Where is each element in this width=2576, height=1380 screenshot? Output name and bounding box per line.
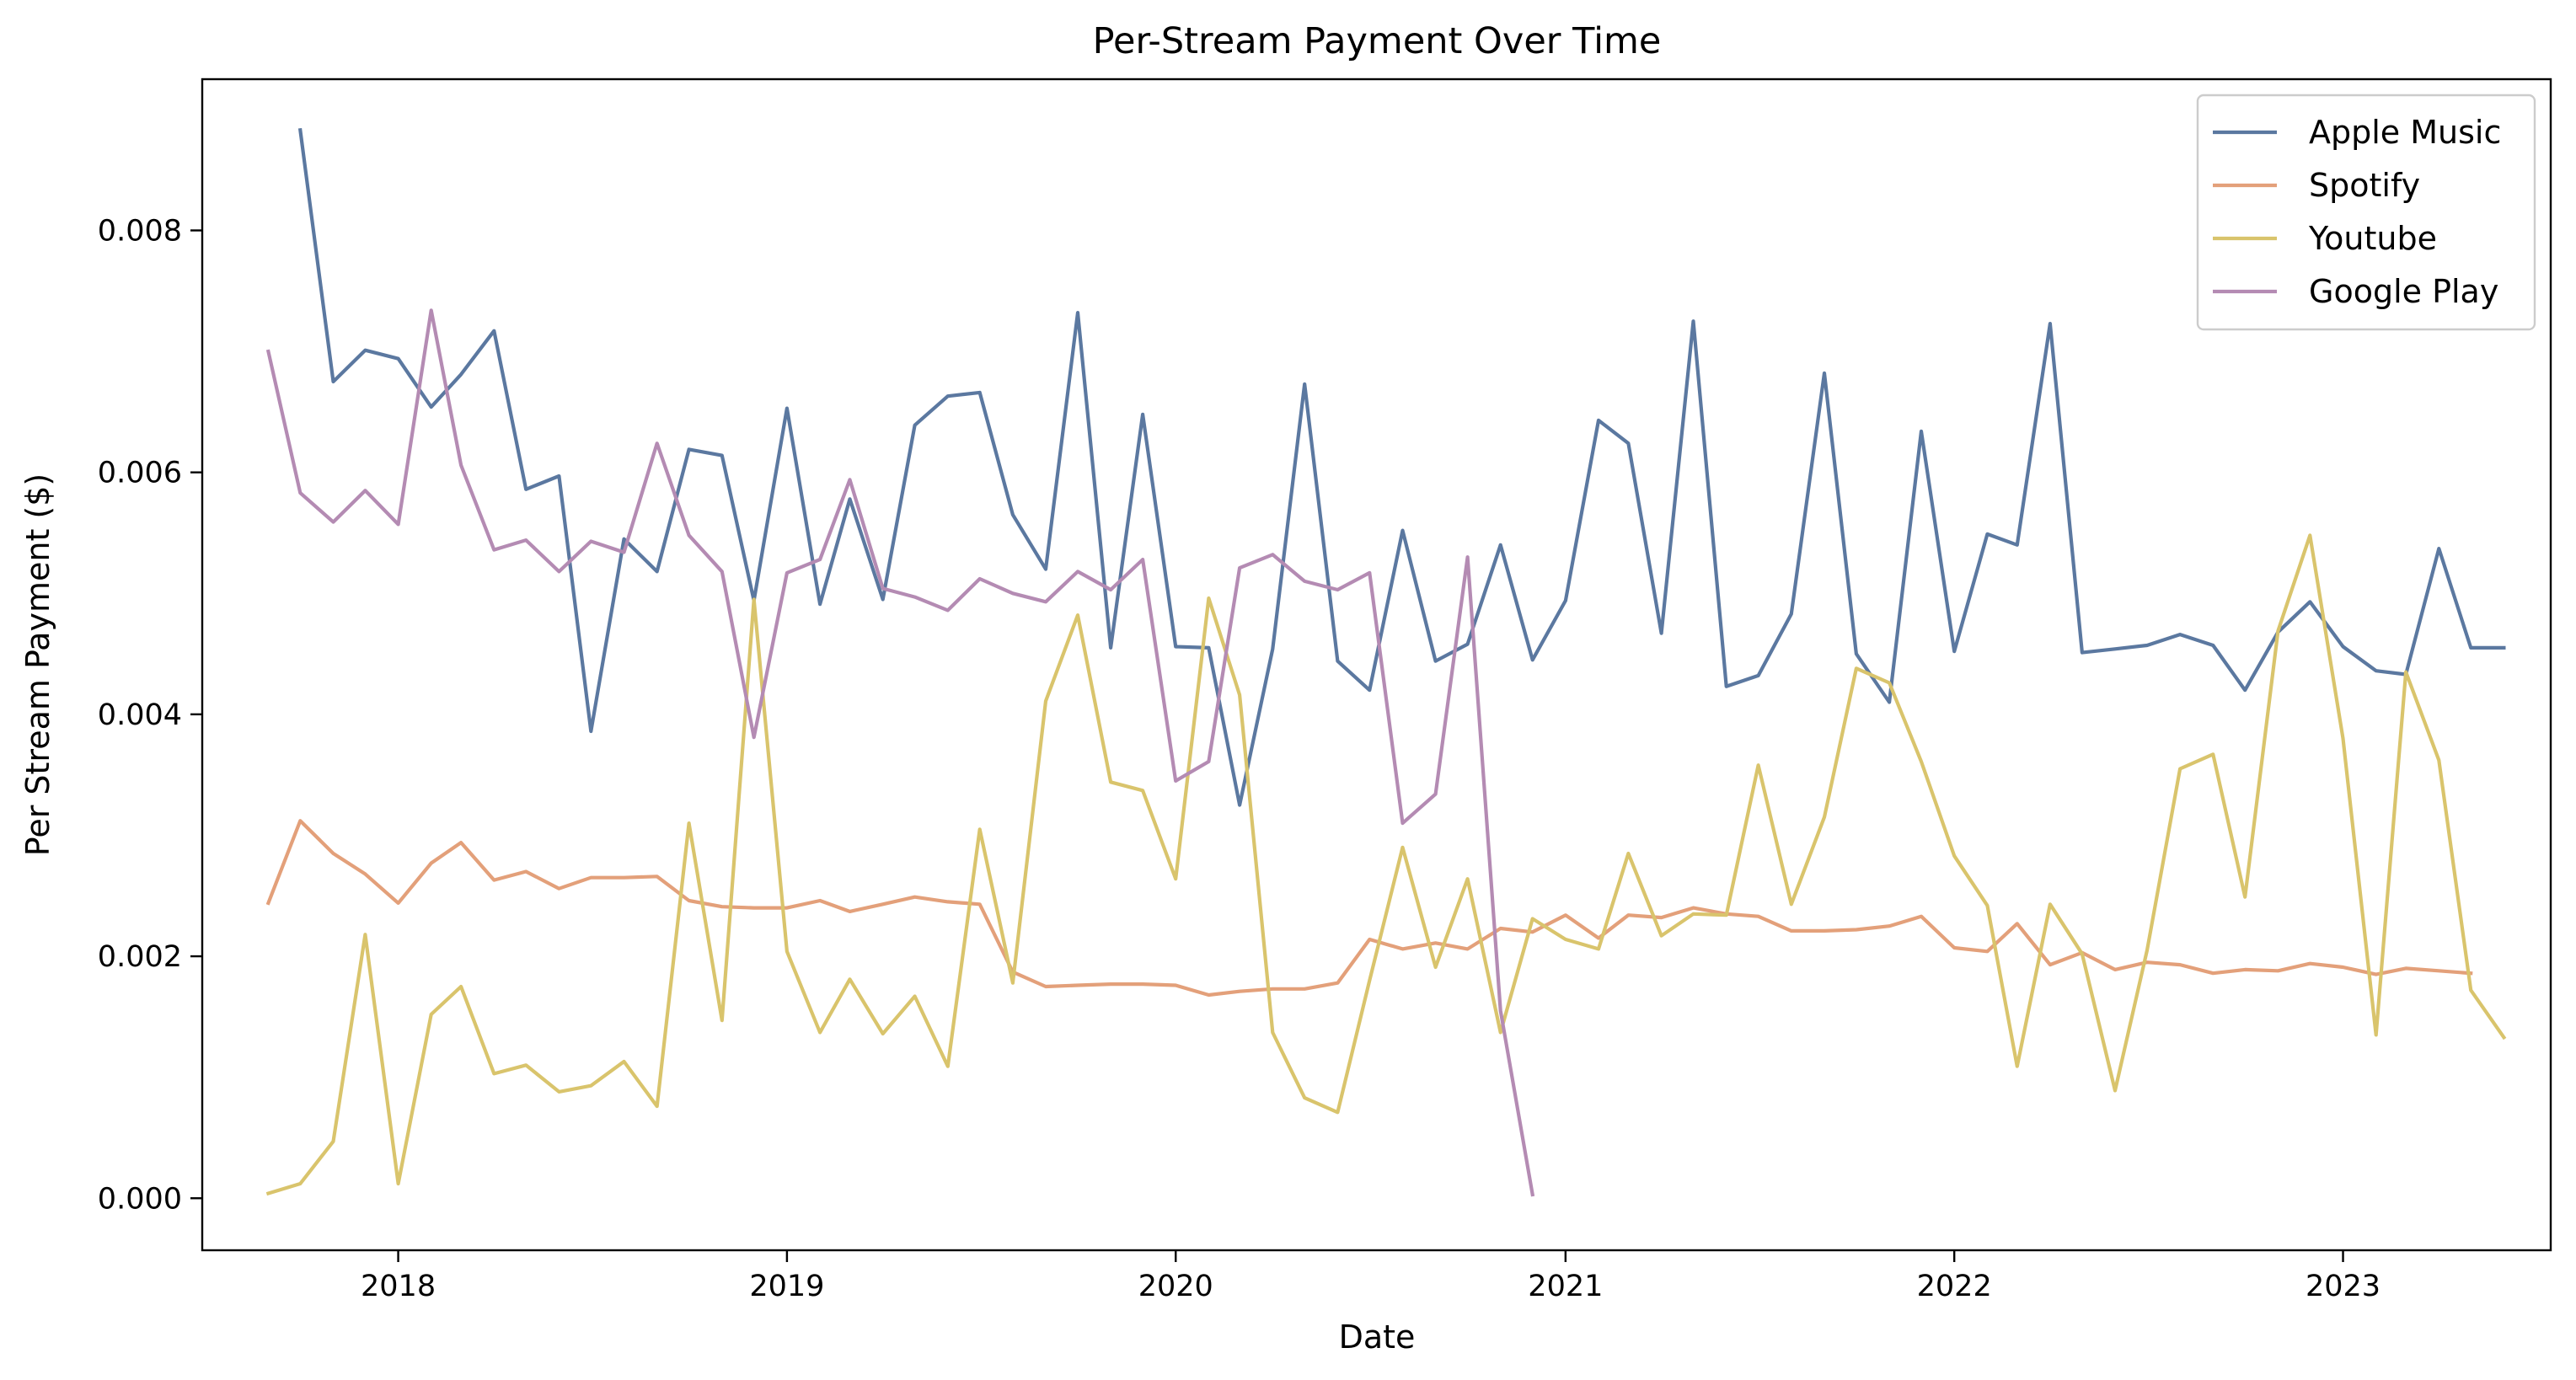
y-tick-label: 0.006 (98, 457, 182, 490)
plot-frame (201, 78, 2552, 1252)
y-tick-label: 0.008 (98, 214, 182, 248)
legend-label-google-play: Google Play (2309, 273, 2498, 310)
y-tick-label: 0.004 (98, 698, 182, 732)
legend-label-apple-music: Apple Music (2309, 114, 2501, 151)
y-tick-label: 0.002 (98, 940, 182, 974)
chart-title: Per-Stream Payment Over Time (1093, 20, 1662, 62)
x-tick-label: 2020 (1138, 1270, 1213, 1303)
series-line-spotify (265, 819, 2473, 998)
x-axis-label: Date (1339, 1318, 1416, 1356)
x-tick-label: 2023 (2306, 1270, 2381, 1303)
x-tick-label: 2021 (1528, 1270, 1603, 1303)
legend: Apple Music Spotify Youtube Google Play (2196, 94, 2536, 331)
y-axis: 0.000 0.002 0.004 0.006 0.008 (98, 214, 202, 1216)
series-line-youtube (265, 533, 2507, 1196)
legend-box (2196, 94, 2536, 331)
series-line-google-play (265, 308, 1535, 1197)
x-tick-label: 2018 (361, 1270, 436, 1303)
series-line-apple-music (297, 127, 2506, 807)
x-tick-label: 2019 (749, 1270, 824, 1303)
y-axis-label: Per Stream Payment ($) (19, 473, 56, 856)
x-axis: 2018 2019 2020 2021 2022 2023 (361, 1250, 2381, 1303)
y-tick-label: 0.000 (98, 1182, 182, 1216)
legend-label-youtube: Youtube (2308, 220, 2437, 257)
x-tick-label: 2022 (1917, 1270, 1992, 1303)
series-layer (265, 127, 2507, 1197)
legend-label-spotify: Spotify (2309, 167, 2420, 204)
